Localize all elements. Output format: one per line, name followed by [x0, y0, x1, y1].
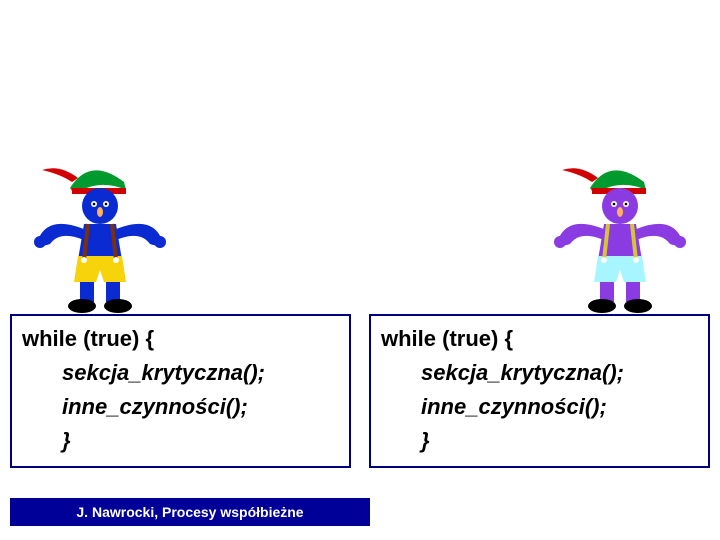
code-row: while (true) { sekcja_krytyczna(); inne_…: [10, 314, 710, 468]
code-line: inne_czynności();: [22, 390, 339, 424]
code-line: inne_czynności();: [381, 390, 698, 424]
code-line: }: [381, 424, 698, 458]
code-line: while (true) {: [22, 322, 339, 356]
footer-text: J. Nawrocki, Procesy współbieżne: [76, 504, 303, 520]
code-line: }: [22, 424, 339, 458]
figure-right: [550, 160, 690, 320]
dwarf-left-icon: [30, 160, 170, 320]
code-box-left: while (true) { sekcja_krytyczna(); inne_…: [10, 314, 351, 468]
footer-bar: J. Nawrocki, Procesy współbieżne: [10, 498, 370, 526]
code-line: sekcja_krytyczna();: [381, 356, 698, 390]
code-line: sekcja_krytyczna();: [22, 356, 339, 390]
dwarf-right-icon: [550, 160, 690, 320]
code-box-right: while (true) { sekcja_krytyczna(); inne_…: [369, 314, 710, 468]
figures-row: [0, 160, 720, 320]
code-line: while (true) {: [381, 322, 698, 356]
figure-left: [30, 160, 170, 320]
